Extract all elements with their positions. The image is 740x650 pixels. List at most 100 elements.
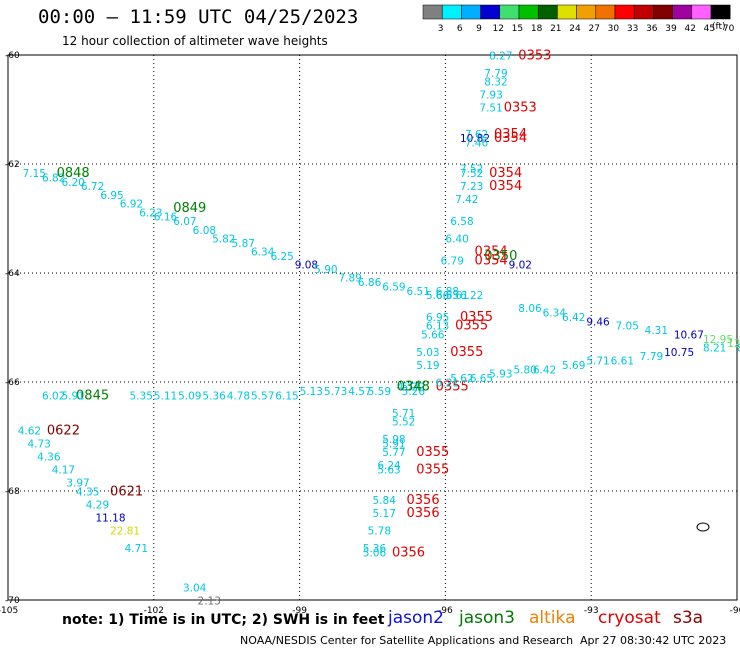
wave-height-label: 7.52 xyxy=(460,168,483,180)
pass-time-label: 0354 xyxy=(475,253,508,268)
wave-height-label: 6.20 xyxy=(61,177,84,189)
wave-height-label: 5.63 xyxy=(377,465,400,477)
colorbar-swatch xyxy=(653,4,673,20)
wave-height-label: 6.21 xyxy=(436,377,459,389)
wave-height-label: 4.29 xyxy=(86,499,109,511)
colorbar-tick-label: 9 xyxy=(476,24,482,34)
wave-height-label: 12.95 xyxy=(703,334,733,346)
pass-time-label: 0845 xyxy=(76,388,109,403)
wave-height-label: 5.36 xyxy=(202,390,226,402)
wave-height-label: 4.35 xyxy=(76,486,99,498)
footer-timestamp: Apr 27 08:30:42 UTC 2023 xyxy=(580,634,727,647)
colorbar-swatch xyxy=(557,4,577,20)
colorbar-tick-label: 27 xyxy=(588,24,599,34)
wave-height-label: 5.90 xyxy=(314,264,337,276)
wave-height-label: 4.78 xyxy=(227,390,250,402)
wave-height-label: 5.19 xyxy=(416,360,439,372)
wave-height-label: 6.13 xyxy=(426,321,449,333)
colorbar-swatch xyxy=(710,4,731,20)
wave-height-label: 7.51 xyxy=(479,103,502,115)
wave-height-label: 5.71 xyxy=(392,408,415,420)
legend-cryosat: cryosat xyxy=(598,608,661,628)
wave-height-label: 7.42 xyxy=(455,194,478,206)
legend-altika: altika xyxy=(529,608,576,628)
wave-height-label: 5.11 xyxy=(154,390,177,402)
pass-time-label: 0354 xyxy=(494,131,527,146)
wave-height-label: 8 xyxy=(737,342,740,354)
map-frame xyxy=(7,54,738,601)
wave-height-label: 10.75 xyxy=(664,347,694,359)
colorbar-tick-label: 12 xyxy=(492,24,503,34)
wave-height-label: 7.52 xyxy=(460,164,483,176)
pass-time-label: 0356 xyxy=(392,545,425,560)
wave-height-label: 4.17 xyxy=(52,465,75,477)
wave-height-label: 7.89 xyxy=(338,273,361,285)
pass-time-label: 0622 xyxy=(47,423,80,438)
pass-time-label: 0354 xyxy=(489,179,522,194)
wave-height-label: 5.52 xyxy=(392,417,415,429)
wave-height-label: 6.08 xyxy=(193,225,216,237)
wave-height-label: 7.79 xyxy=(484,68,507,80)
colorbar-tick-label: 21 xyxy=(550,24,561,34)
colorbar-swatch xyxy=(499,4,520,20)
colorbar-tick-label: 42 xyxy=(684,24,695,34)
wave-height-label: 8.06 xyxy=(518,303,542,315)
wave-height-label: 6.42 xyxy=(533,364,556,376)
wave-height-label: 5.91 xyxy=(61,390,84,402)
legend-jason2: jason2 xyxy=(388,608,444,628)
wave-height-label: 6.25 xyxy=(270,251,293,263)
wave-height-label: 5.87 xyxy=(232,238,255,250)
y-tick-label: -64 xyxy=(5,269,20,279)
wave-height-label: 6.58 xyxy=(450,216,473,228)
colorbar-swatch xyxy=(595,4,616,20)
pass-time-label: 0355 xyxy=(455,319,488,334)
wave-height-label: 5.73 xyxy=(324,386,347,398)
wave-height-label: 5.03 xyxy=(416,347,439,359)
gridlines: -105 -102 -99 -96 -93 -90 -60 -62 -64 -66 -68 -70 xyxy=(0,51,740,616)
x-tick-label: -105 xyxy=(0,606,18,616)
colorbar-tick-label: 18 xyxy=(531,24,543,34)
wave-height-label: 5.36 xyxy=(363,543,387,555)
pass-time-label: 0354 xyxy=(489,166,522,181)
wave-height-label: 7.15 xyxy=(23,168,46,180)
wave-height-label: 6.40 xyxy=(445,233,468,245)
pass-time-label: 0355 xyxy=(436,380,469,395)
colorbar-tick-label: 70 xyxy=(723,24,735,34)
colorbar-swatch xyxy=(518,4,539,20)
wave-height-label: 6.61 xyxy=(611,356,634,368)
pass-time-label: 0350 xyxy=(484,249,517,264)
wave-height-label: 5.66 xyxy=(421,329,445,341)
x-tick-label: -102 xyxy=(144,606,164,616)
legend-jason3: jason3 xyxy=(459,608,515,628)
colorbar-tick-label: 6 xyxy=(457,24,463,34)
colorbar-swatch xyxy=(461,4,481,20)
colorbar-swatch xyxy=(691,4,712,20)
wave-height-label: 5.17 xyxy=(373,508,396,520)
colorbar-swatch xyxy=(614,4,635,20)
wave-height-label: 6.16 xyxy=(154,212,178,224)
wave-height-label: 6.86 xyxy=(358,277,382,289)
colorbar-swatch xyxy=(672,4,693,20)
pass-time-label: 0355 xyxy=(416,445,449,460)
wave-height-label: 4.73 xyxy=(27,438,50,450)
wave-height-label: 5.13 xyxy=(300,386,323,398)
wave-height-label: 9.46 xyxy=(586,316,610,328)
wave-height-label: 10.67 xyxy=(674,329,704,341)
wave-height-label: 6.34 xyxy=(543,308,567,320)
legend-s3a: s3a xyxy=(673,608,704,628)
wave-height-label: 6.34 xyxy=(251,247,275,259)
wave-height-label: 8.21 xyxy=(703,342,726,354)
wave-height-label: 5.93 xyxy=(489,369,512,381)
colorbar-tick-label: 30 xyxy=(608,24,620,34)
wave-height-label: 7.05 xyxy=(616,321,639,333)
y-tick-label: -66 xyxy=(5,378,20,388)
wave-height-label: 5.26 xyxy=(402,386,426,398)
wave-height-label: 5.57 xyxy=(251,390,274,402)
colorbar-tick-label: 3 xyxy=(438,24,444,34)
wave-height-label: 5.62 xyxy=(450,373,473,385)
pass-time-label: 0353 xyxy=(518,48,551,63)
wave-height-label: 11.18 xyxy=(95,513,125,525)
wave-height-label: 6.22 xyxy=(460,290,483,302)
pass-time-label: 0356 xyxy=(407,493,440,508)
